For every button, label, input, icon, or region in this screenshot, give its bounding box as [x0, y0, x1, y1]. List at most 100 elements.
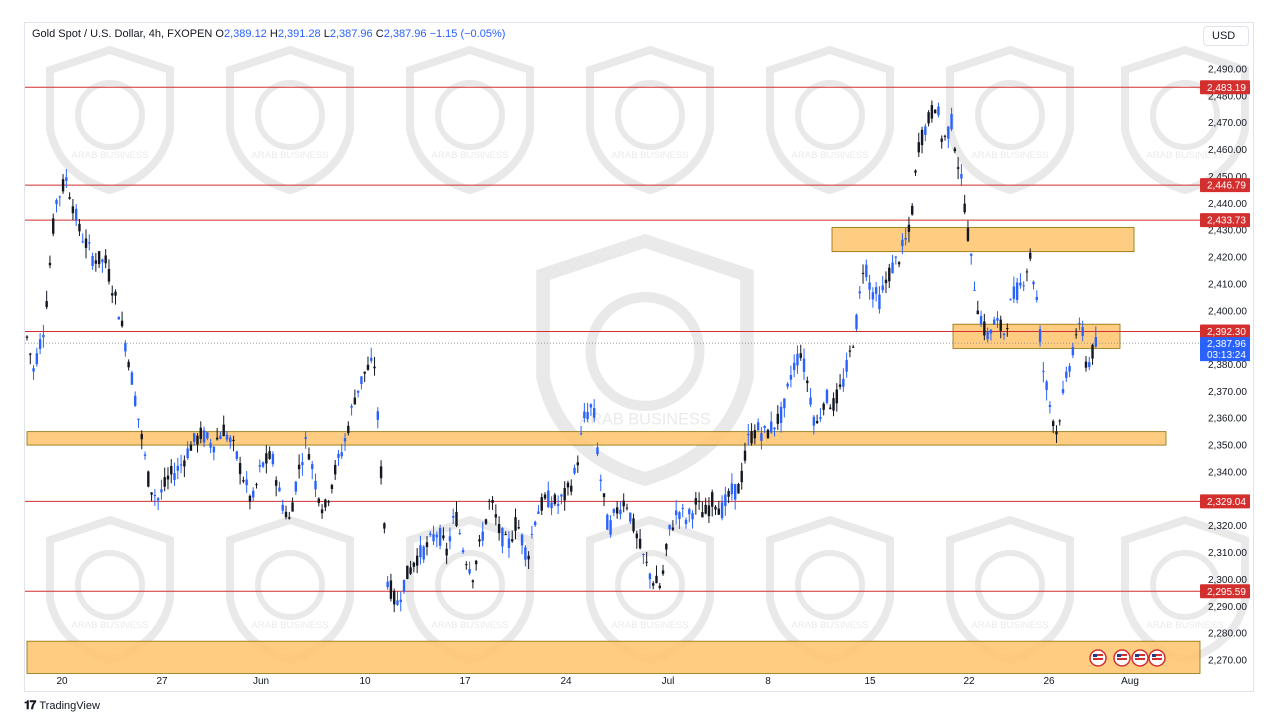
y-tick-label: 2,480.00: [1208, 91, 1247, 102]
candle-body: [907, 224, 911, 232]
candle-body: [1025, 271, 1029, 273]
candle-body: [143, 454, 147, 456]
candle-body: [920, 129, 924, 146]
candle-body: [130, 372, 134, 385]
x-tick-label: Jun: [253, 676, 269, 687]
candle-body: [484, 519, 488, 524]
candle-body: [750, 431, 753, 444]
candle-body: [317, 498, 320, 503]
candle-body: [330, 484, 334, 489]
candle-body: [1068, 366, 1071, 372]
y-tick-label: 2,400.00: [1208, 306, 1247, 317]
candle-body: [924, 126, 927, 135]
candle-body: [196, 435, 199, 445]
candle-body: [209, 443, 212, 448]
x-tick-label: 27: [156, 676, 168, 687]
tradingview-logo-icon[interactable]: 𝟏𝟕: [24, 698, 36, 712]
watermark-shield-icon: ARAB BUSINESS: [766, 515, 894, 665]
candle-body: [88, 242, 91, 244]
candle-body: [265, 453, 268, 464]
candle-body: [953, 148, 957, 152]
candle-body: [878, 294, 881, 310]
candle-body: [383, 523, 386, 529]
candle-body: [442, 535, 445, 539]
candle-body: [799, 353, 802, 358]
candle-body: [242, 480, 245, 482]
y-tick-label: 2,380.00: [1208, 360, 1247, 371]
event-flags: [1089, 649, 1166, 667]
candle-body: [737, 483, 740, 494]
candle-body: [583, 411, 586, 419]
candle-body: [868, 282, 871, 290]
candle-body: [225, 434, 229, 440]
candle-body: [770, 421, 773, 433]
candle-body: [815, 421, 819, 424]
candle-body: [474, 560, 478, 565]
level-price-label: 2,446.79: [1207, 181, 1246, 192]
candle-body: [212, 446, 216, 453]
watermark-shield-icon: ARAB BUSINESS: [46, 45, 174, 195]
candle-body: [281, 504, 284, 511]
candle-body: [25, 336, 29, 338]
candle-body: [645, 561, 648, 563]
y-tick-label: 2,370.00: [1208, 387, 1247, 398]
candle-body: [429, 533, 432, 535]
level-price-label: 2,433.73: [1207, 216, 1246, 227]
chart-frame[interactable]: [24, 22, 1254, 692]
candle-body: [822, 403, 825, 410]
brand-label[interactable]: TradingView: [39, 699, 100, 712]
x-tick-label: Aug: [1121, 676, 1139, 687]
candle-body: [615, 507, 619, 514]
candle-body: [720, 502, 724, 519]
watermark-text: ARAB BUSINESS: [791, 150, 868, 161]
candle-body: [481, 531, 484, 541]
candle-body: [691, 513, 694, 520]
y-tick-label: 2,280.00: [1208, 629, 1247, 640]
candle-body: [747, 433, 750, 436]
candle-body: [648, 573, 652, 580]
candle-body: [229, 437, 232, 443]
candle-body: [271, 453, 275, 465]
candle-body: [258, 465, 261, 467]
candle-body: [399, 599, 402, 603]
candle-body: [55, 200, 58, 205]
candle-body: [370, 357, 373, 361]
candle-body: [592, 408, 596, 418]
candle-body: [602, 493, 606, 498]
candle-body: [337, 453, 340, 458]
candle-body: [402, 579, 406, 593]
currency-selector[interactable]: USD: [1203, 26, 1249, 46]
watermark-shield-icon: ARAB BUSINESS: [406, 45, 534, 195]
bar-countdown-label: 03:13:24: [1207, 350, 1246, 361]
y-tick-label: 2,430.00: [1208, 226, 1247, 237]
level-price-tag: 2,329.04: [1200, 494, 1250, 509]
candle-body: [1002, 333, 1006, 336]
y-tick-label: 2,450.00: [1208, 172, 1247, 183]
candle-body: [888, 267, 891, 282]
candle-body: [219, 435, 222, 440]
symbol-title[interactable]: Gold Spot / U.S. Dollar, 4h, FXOPEN: [32, 28, 213, 40]
candle-body: [376, 411, 380, 420]
candle-body: [848, 350, 852, 352]
candle-body: [655, 575, 658, 584]
candle-body: [825, 389, 829, 403]
candle-body: [412, 562, 416, 567]
candle-body: [553, 494, 557, 504]
watermark-shield-icon: ARAB BUSINESS: [586, 515, 714, 665]
candle-body: [714, 506, 717, 510]
time-axis: 20 27 Jun 10 17 24 Jul 8 15 22 26 Aug: [56, 676, 1138, 687]
watermark-text: ARAB BUSINESS: [71, 150, 148, 161]
candle-body: [215, 437, 219, 440]
candle-body: [989, 329, 993, 334]
watermark-text: ARAB BUSINESS: [611, 620, 688, 631]
candle-body: [448, 536, 452, 542]
candle-body: [347, 425, 350, 434]
candle-body: [632, 518, 635, 532]
candle-body: [147, 471, 150, 487]
candle-body: [163, 477, 166, 487]
candle-body: [740, 470, 743, 483]
candle-body: [366, 364, 370, 370]
candle-body: [1084, 361, 1088, 368]
candle-body: [1065, 371, 1068, 378]
